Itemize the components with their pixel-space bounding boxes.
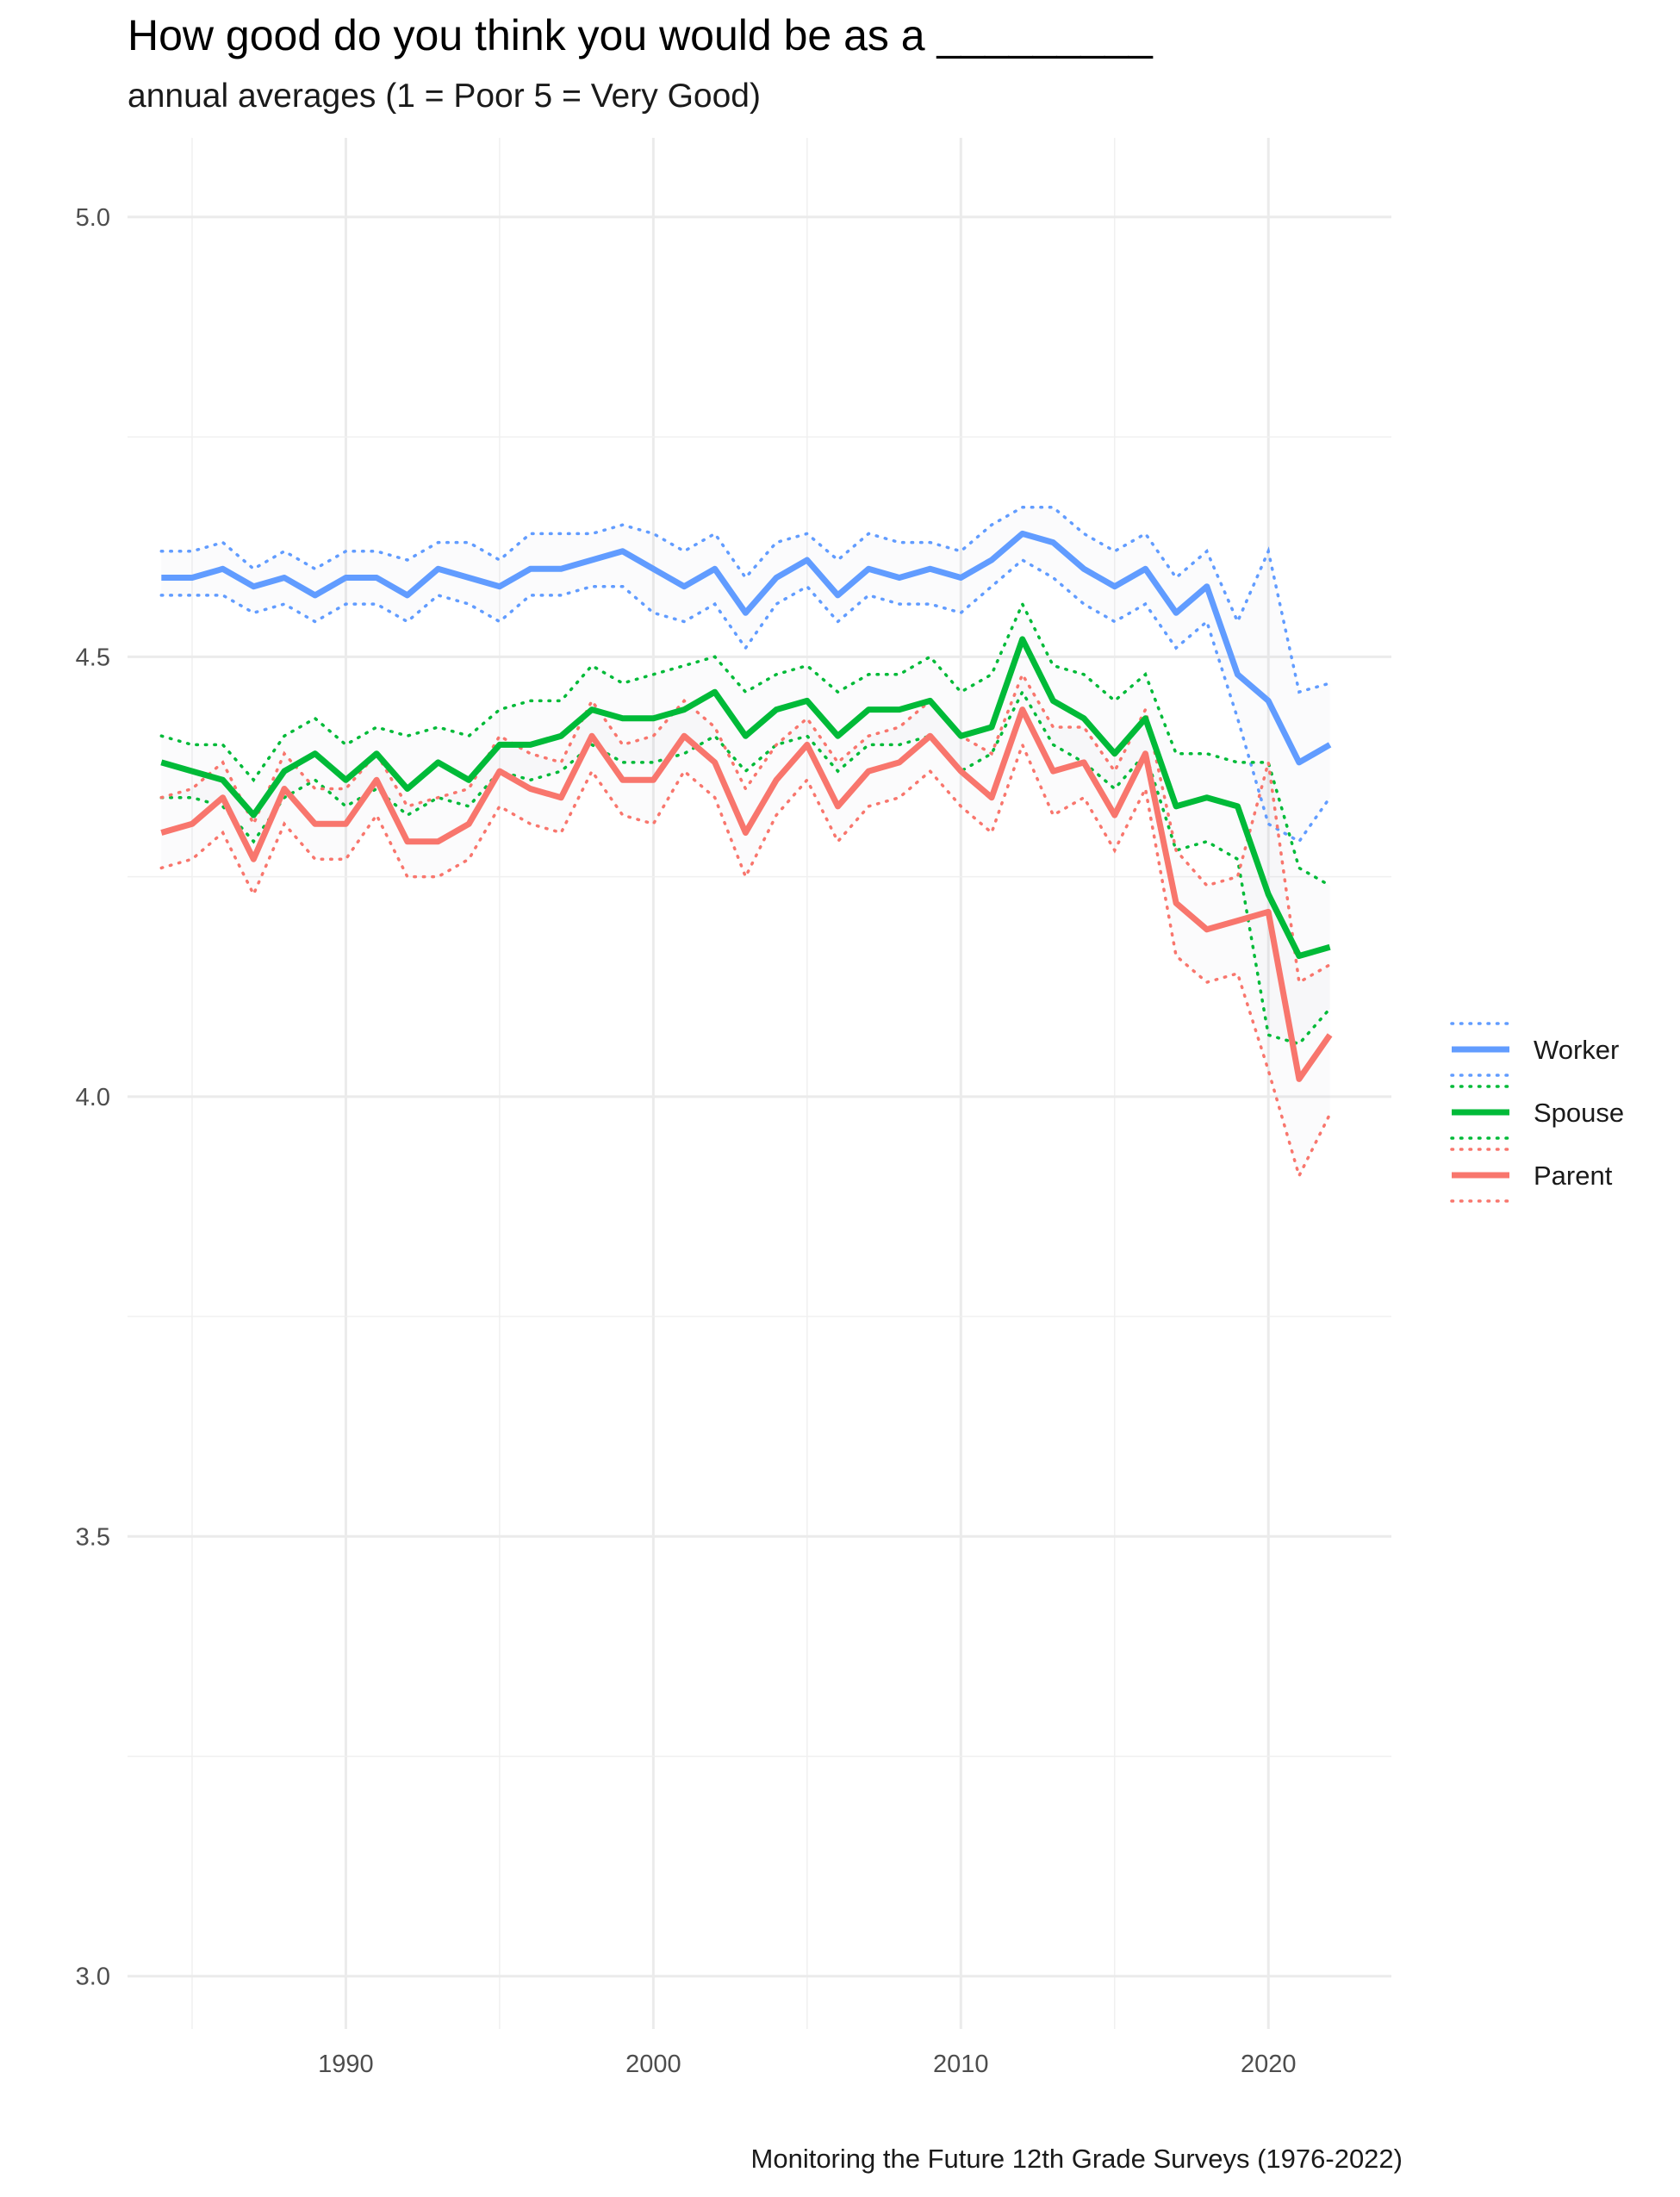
confidence-bands xyxy=(161,507,1330,1176)
y-axis: 3.0 3.5 4.0 4.5 5.0 xyxy=(76,204,110,1991)
band-worker xyxy=(161,507,1330,842)
y-tick-label: 5.0 xyxy=(76,204,110,232)
y-tick-label: 3.5 xyxy=(76,1523,110,1551)
series-worker-lower xyxy=(159,557,1332,844)
y-tick-label: 3.0 xyxy=(76,1964,110,1991)
x-tick-label: 2010 xyxy=(933,2051,989,2078)
series-worker-upper xyxy=(159,506,1332,694)
legend-label: Worker xyxy=(1534,1035,1619,1065)
y-tick-label: 4.5 xyxy=(76,644,110,671)
legend: Worker Spouse Parent xyxy=(1450,1022,1624,1203)
legend-label: Spouse xyxy=(1534,1098,1624,1128)
series-worker-line xyxy=(161,530,1332,766)
series-spouse-line xyxy=(160,636,1331,959)
chart-subtitle: annual averages (1 = Poor 5 = Very Good) xyxy=(128,78,761,115)
legend-item-parent: Parent xyxy=(1450,1148,1613,1203)
x-tick-label: 2000 xyxy=(625,2051,681,2078)
grid-lines xyxy=(128,138,1391,2029)
x-axis: 1990 2000 2010 2020 xyxy=(318,2051,1296,2078)
band-spouse xyxy=(161,604,1330,1044)
x-tick-label: 1990 xyxy=(318,2051,374,2078)
series-lines xyxy=(159,506,1333,1180)
legend-item-worker: Worker xyxy=(1450,1022,1619,1077)
series-spouse-lower xyxy=(159,688,1332,1046)
band-parent xyxy=(161,674,1330,1176)
series-parent-upper xyxy=(159,670,1332,985)
x-tick-label: 2020 xyxy=(1241,2051,1297,2078)
chart-caption: Monitoring the Future 12th Grade Surveys… xyxy=(750,2144,1403,2174)
series-parent-line xyxy=(160,706,1333,1082)
series-parent-lower xyxy=(159,740,1332,1180)
legend-label: Parent xyxy=(1534,1161,1613,1191)
legend-item-spouse: Spouse xyxy=(1450,1085,1624,1140)
y-tick-label: 4.0 xyxy=(76,1084,110,1111)
chart-title: How good do you think you would be as a … xyxy=(128,11,1153,59)
series-spouse-upper xyxy=(159,600,1332,887)
